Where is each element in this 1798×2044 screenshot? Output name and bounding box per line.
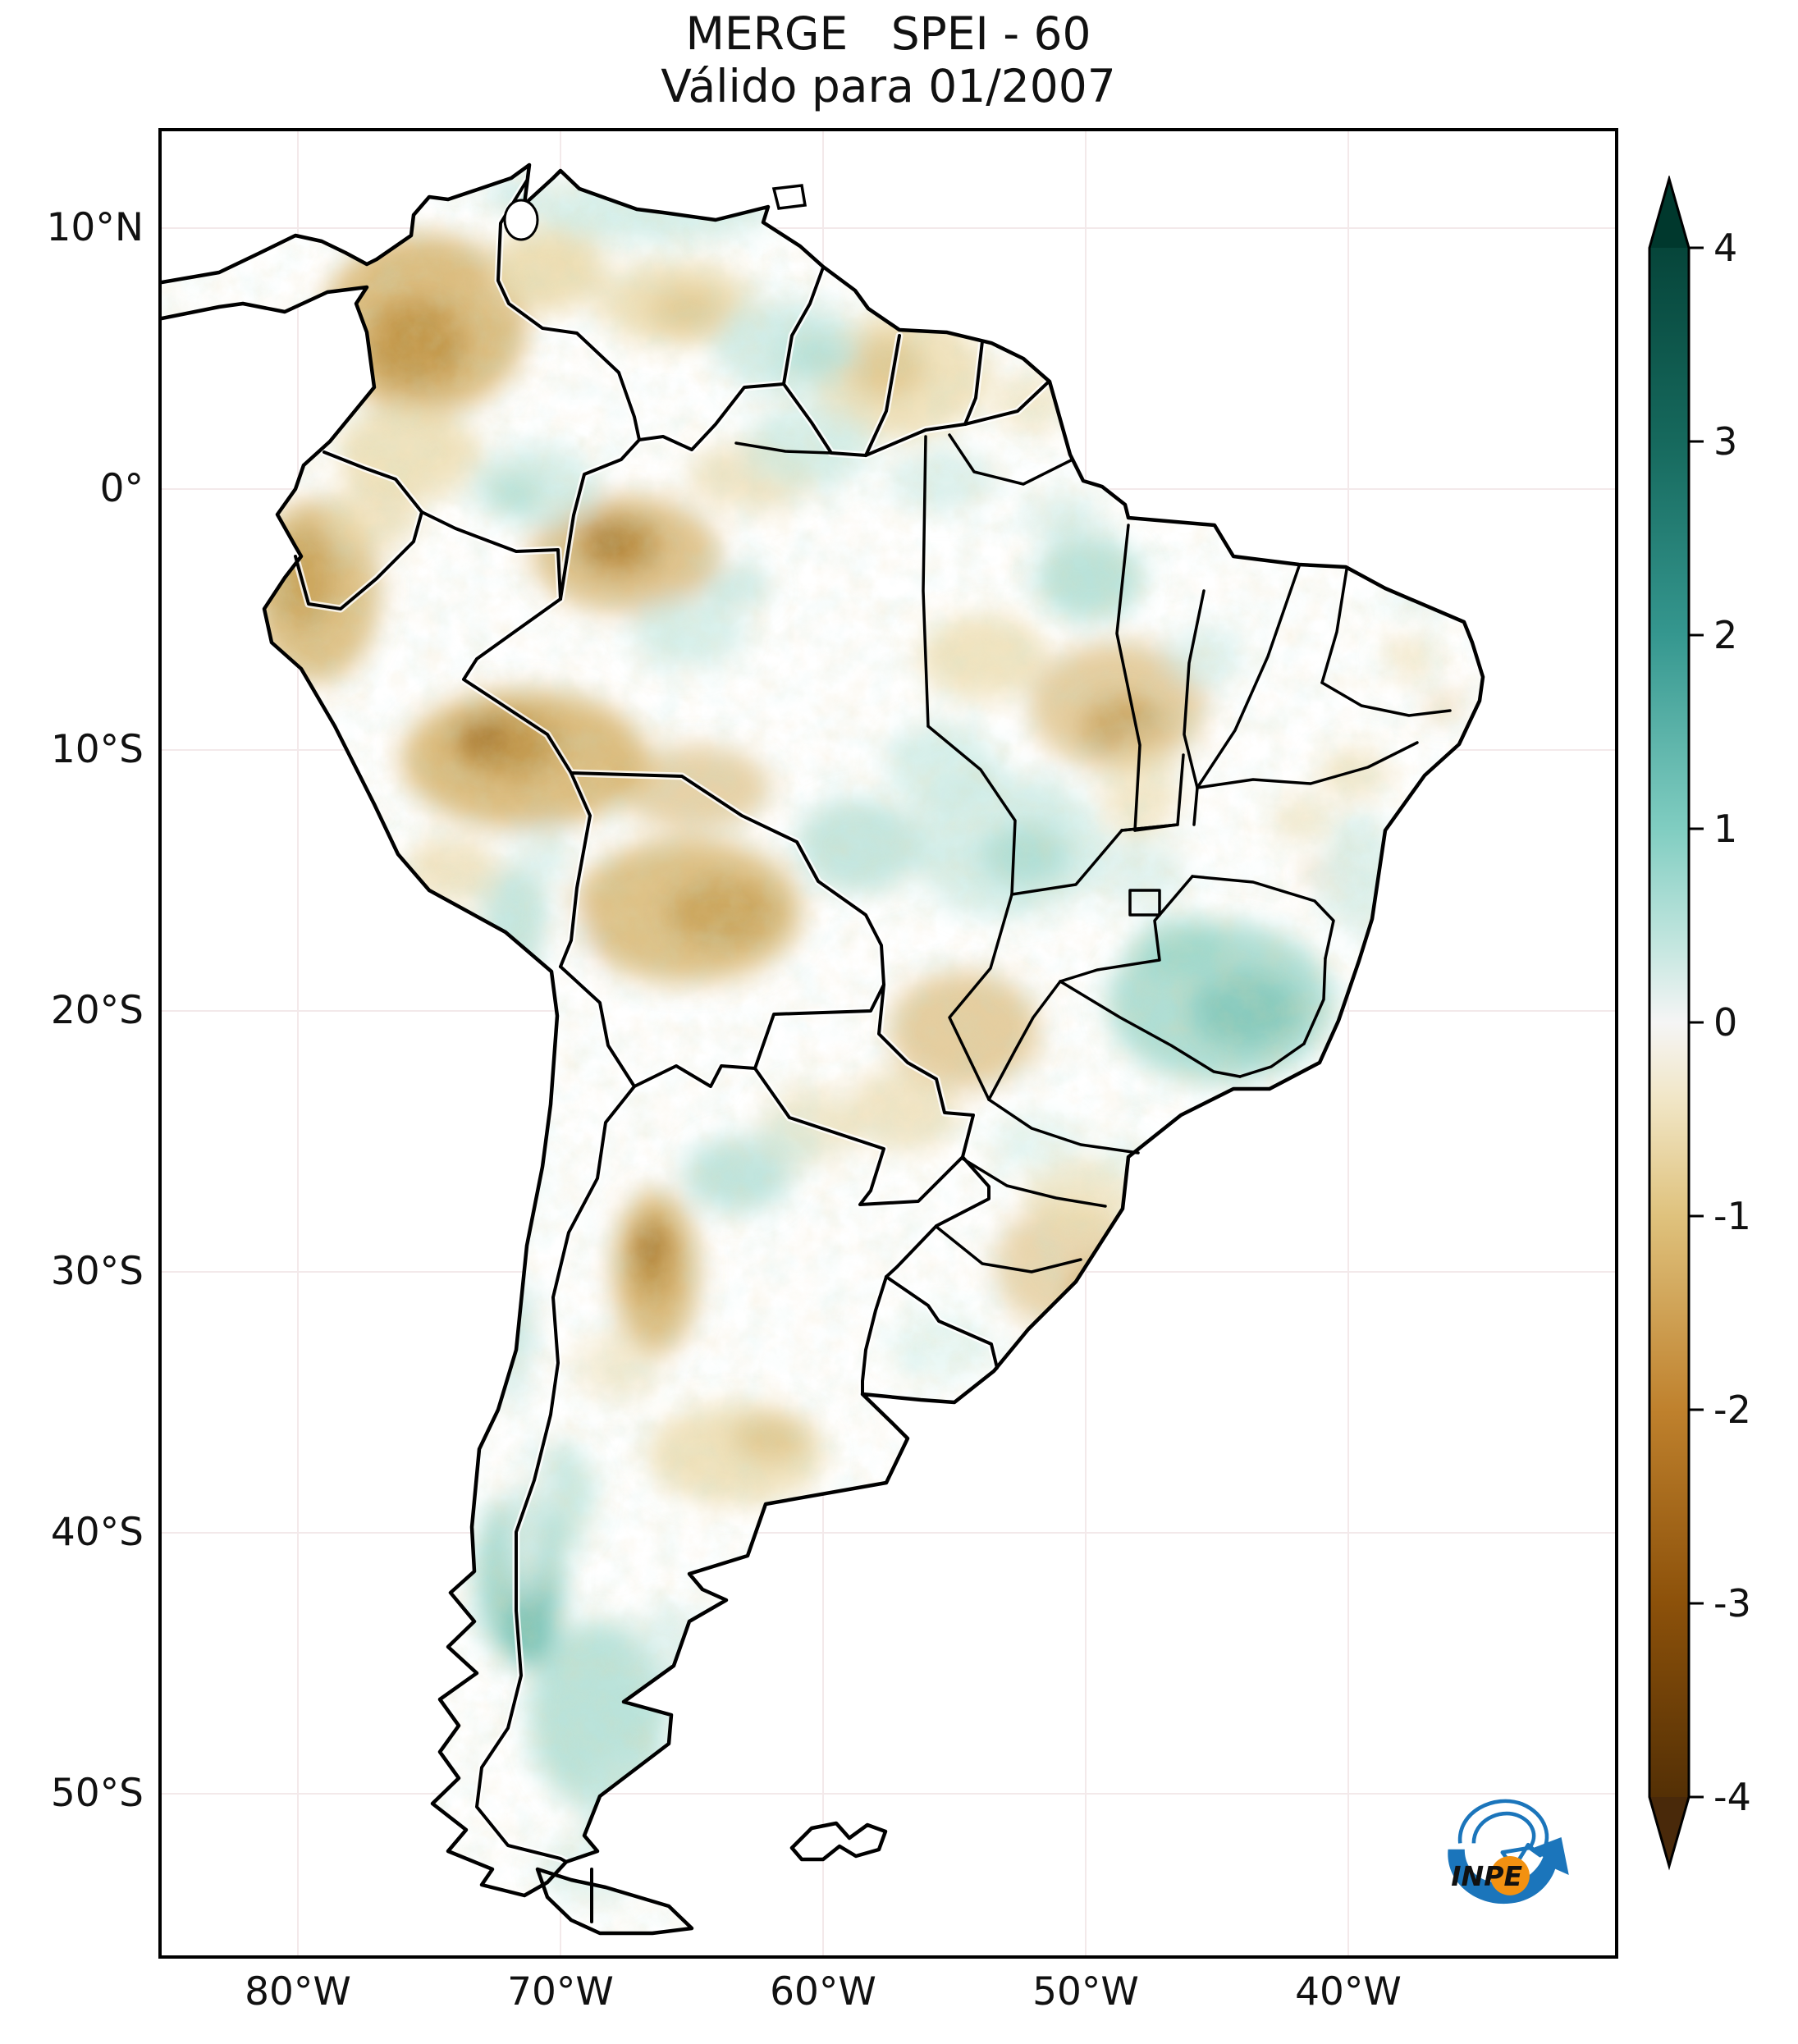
lon-tick-label: 80°W — [245, 1969, 351, 2014]
colorbar-tick-label: 4 — [1713, 226, 1738, 270]
country-borders — [294, 179, 1050, 1923]
lon-tick-label: 60°W — [770, 1969, 876, 2014]
colorbar-tick-label: -1 — [1713, 1194, 1751, 1238]
map-frame: INPE — [158, 128, 1618, 1959]
lon-tick-label: 70°W — [507, 1969, 614, 2014]
lat-tick-label: 40°S — [50, 1510, 144, 1555]
colorbar-tick-label: 0 — [1713, 1000, 1738, 1045]
colorbar-apex-top — [1649, 179, 1689, 248]
falkland-islands — [789, 1821, 888, 1862]
figure-subtitle: Válido para 01/2007 — [661, 60, 1116, 112]
lake-maracaibo — [503, 199, 539, 241]
lon-tick-label: 50°W — [1032, 1969, 1139, 2014]
colorbar-tick-label: 1 — [1713, 807, 1738, 851]
lat-tick-label: 10°S — [50, 727, 144, 772]
lat-tick-label: 50°S — [50, 1771, 144, 1816]
figure-title: MERGE SPEI - 60 — [685, 7, 1091, 60]
inpe-logo-text: INPE — [1451, 1860, 1522, 1892]
colorbar-ticks — [1689, 246, 1704, 1799]
map-svg: INPE — [159, 131, 1615, 1955]
colorbar-tick-label: 3 — [1713, 419, 1738, 464]
colorbar-gradient — [1649, 248, 1689, 1797]
inpe-curl-inner — [1471, 1811, 1536, 1850]
state-borders — [734, 433, 1452, 1273]
lat-tick-label: 10°N — [46, 205, 144, 250]
colorbar-tick-label: -4 — [1713, 1775, 1751, 1819]
lat-tick-label: 20°S — [50, 988, 144, 1033]
colorbar-apex-bottom — [1649, 1797, 1689, 1866]
lat-tick-label: 30°S — [50, 1249, 144, 1294]
colorbar — [1648, 176, 1704, 1871]
lat-tick-label: 0° — [99, 466, 144, 511]
colorbar-tick-label: -3 — [1713, 1581, 1751, 1626]
colorbar-tick-label: -2 — [1713, 1388, 1751, 1432]
inpe-curl-outer — [1457, 1799, 1549, 1857]
inpe-logo: INPE — [1448, 1799, 1569, 1905]
trinidad-island — [771, 184, 807, 210]
inpe-orange-dot — [1490, 1856, 1530, 1895]
colorbar-tick-label: 2 — [1713, 613, 1738, 657]
distrito-federal-outline — [1128, 889, 1161, 917]
lon-tick-label: 40°W — [1295, 1969, 1402, 2014]
coastline — [159, 162, 1485, 1936]
